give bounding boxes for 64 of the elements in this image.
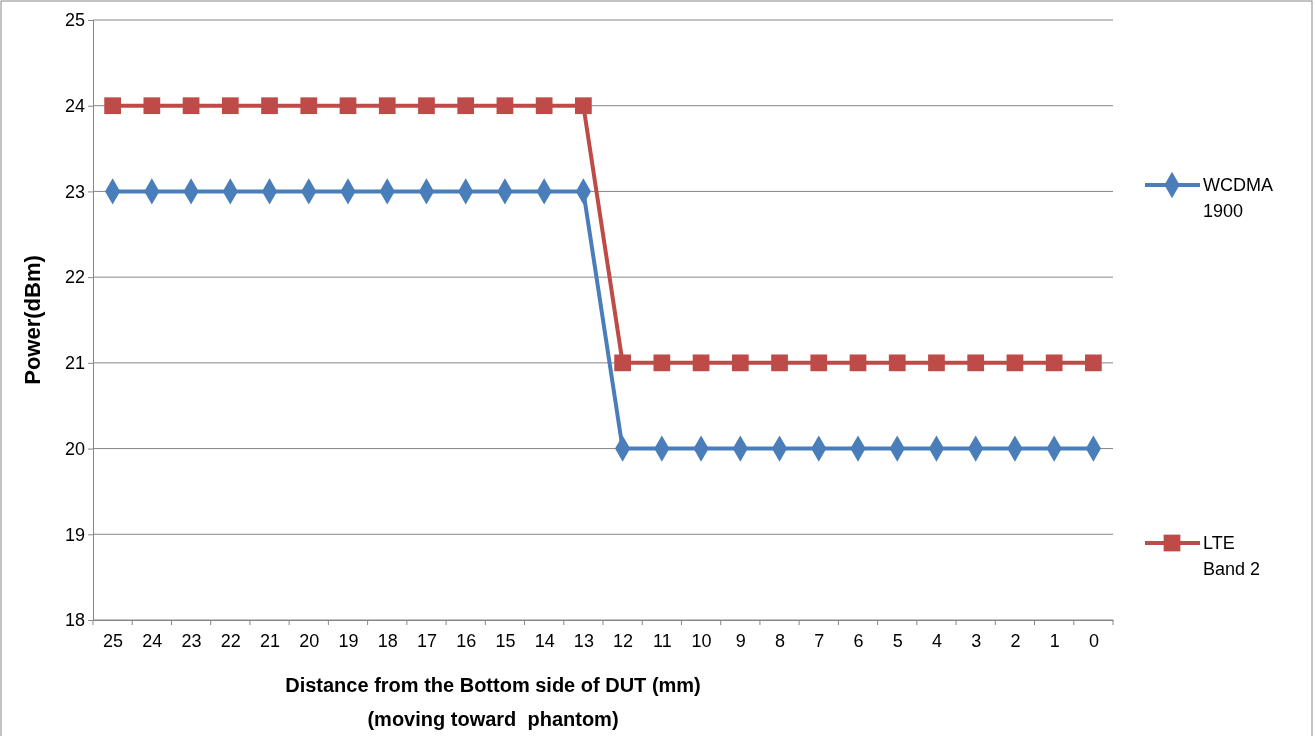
- y-tick-label: 21: [64, 353, 85, 374]
- y-tick-label: 25: [64, 10, 85, 31]
- point: [457, 97, 475, 115]
- x-tick-label: 17: [416, 630, 437, 651]
- x-tick-label: 14: [534, 630, 555, 651]
- point: [967, 354, 985, 372]
- x-tick-label: 11: [653, 630, 672, 651]
- x-tick-label: 0: [1088, 630, 1099, 651]
- point: [104, 97, 121, 115]
- point: [888, 354, 906, 372]
- point: [1045, 354, 1063, 372]
- point: [535, 97, 553, 115]
- point: [731, 354, 749, 372]
- x-tick-label: 22: [220, 630, 241, 651]
- point: [849, 354, 867, 372]
- y-tick-label: 23: [64, 181, 85, 202]
- point: [496, 97, 514, 115]
- x-tick-label: 19: [338, 630, 359, 651]
- x-tick-label: 20: [299, 630, 320, 651]
- point: [300, 97, 318, 115]
- x-tick-label: 4: [931, 630, 942, 651]
- legend-label: LTE Band 2: [1203, 533, 1261, 579]
- y-tick-label: 20: [64, 438, 85, 459]
- x-tick-label: 23: [181, 630, 202, 651]
- x-tick-label: 1: [1049, 630, 1060, 651]
- x-tick-label: 15: [495, 630, 516, 651]
- point: [614, 354, 631, 372]
- y-tick-label: 19: [64, 524, 85, 545]
- legend-label: WCDMA 1900: [1203, 175, 1273, 221]
- point: [928, 354, 945, 372]
- point: [339, 97, 357, 115]
- point: [378, 97, 396, 115]
- x-tick-label: 6: [853, 630, 864, 651]
- x-tick-label: 16: [456, 630, 477, 651]
- point: [261, 97, 278, 115]
- y-tick-label: 18: [64, 610, 85, 631]
- point: [653, 354, 671, 372]
- x-tick-label: 21: [260, 630, 281, 651]
- point: [1085, 354, 1102, 372]
- y-tick-label: 24: [64, 95, 85, 116]
- point: [143, 97, 161, 115]
- point: [575, 97, 592, 115]
- point: [692, 354, 710, 372]
- point: [810, 354, 828, 372]
- point: [1006, 354, 1024, 372]
- point: [221, 97, 239, 115]
- x-tick-label: 10: [691, 630, 712, 651]
- x-tick-label: 5: [892, 630, 903, 651]
- x-tick-label: 24: [142, 630, 163, 651]
- x-tick-label: 3: [971, 630, 982, 651]
- x-tick-label: 8: [775, 630, 786, 651]
- x-tick-label: 7: [814, 630, 825, 651]
- y-axis-title: Power(dBm): [20, 255, 45, 385]
- x-tick-label: 12: [613, 630, 634, 651]
- point: [771, 354, 788, 372]
- y-tick-label: 22: [64, 267, 85, 288]
- point: [182, 97, 200, 115]
- x-tick-label: 18: [377, 630, 398, 651]
- x-tick-label: 9: [735, 630, 746, 651]
- x-tick-label: 2: [1010, 630, 1021, 651]
- point: [418, 97, 435, 115]
- x-axis-title: Distance from the Bottom side of DUT (mm) (moving toward phantom): [285, 674, 701, 730]
- x-tick-label: 25: [103, 630, 124, 651]
- x-tick-label: 13: [573, 630, 594, 651]
